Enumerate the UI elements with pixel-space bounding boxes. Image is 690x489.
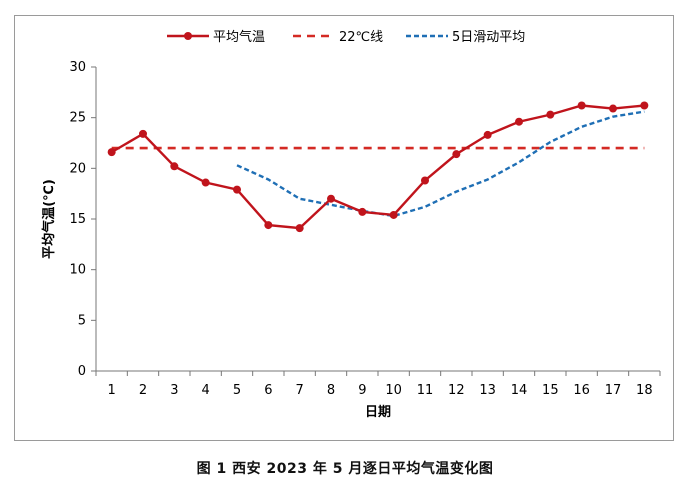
x-tick-label: 6 — [264, 383, 272, 398]
data-point — [264, 221, 273, 230]
y-axis-title: 平均气温(℃) — [41, 179, 57, 259]
legend-item-2: 22℃线 — [293, 30, 383, 45]
x-tick-label: 12 — [448, 383, 465, 398]
y-tick-label: 20 — [69, 161, 86, 176]
x-axis-title: 日期 — [365, 405, 391, 420]
x-tick-label: 11 — [417, 383, 434, 398]
data-point — [358, 207, 367, 216]
x-tick-label: 15 — [542, 383, 559, 398]
data-point — [546, 110, 555, 119]
y-tick-label: 0 — [78, 364, 86, 379]
x-tick-label: 8 — [327, 383, 335, 398]
data-point — [170, 162, 179, 171]
x-tick-label: 9 — [358, 383, 366, 398]
x-tick-label: 7 — [296, 383, 304, 398]
x-tick-label: 13 — [479, 383, 496, 398]
data-point — [452, 150, 461, 159]
data-point — [515, 117, 523, 126]
data-point — [483, 130, 492, 139]
data-point — [389, 210, 398, 219]
data-point — [107, 148, 116, 157]
data-point — [421, 176, 429, 185]
data-point — [233, 185, 241, 194]
legend-label: 5日滑动平均 — [452, 30, 525, 45]
y-tick-label: 30 — [69, 60, 86, 75]
legend-item-1: 平均气温 — [167, 29, 265, 45]
data-point — [640, 101, 649, 110]
y-tick-label: 25 — [69, 111, 86, 126]
x-tick-label: 10 — [385, 383, 402, 398]
y-tick-label: 15 — [69, 212, 86, 227]
legend: 平均气温 22℃线 5日滑动平均 — [167, 29, 525, 45]
legend-label: 22℃线 — [339, 30, 383, 45]
legend-label: 平均气温 — [213, 29, 265, 45]
x-tick-label: 14 — [511, 383, 528, 398]
chart-frame: 平均气温 22℃线 5日滑动平均 0 5 10 15 20 25 30 1 2 3 4 5 6 7 8 9 10 11… — [14, 15, 674, 441]
data-point — [609, 104, 617, 113]
data-point — [327, 194, 335, 203]
x-tick-label: 4 — [202, 383, 210, 398]
series-line-3 — [236, 110, 645, 218]
x-tick-label: 1 — [108, 383, 116, 398]
y-tick-label: 10 — [69, 263, 86, 278]
data-point — [295, 224, 304, 233]
data-point — [577, 101, 586, 110]
legend-item-3: 5日滑动平均 — [406, 30, 525, 45]
x-tick-label: 5 — [233, 383, 241, 398]
x-tick-label: 16 — [573, 383, 590, 398]
x-tick-label: 18 — [636, 383, 653, 398]
legend-marker — [184, 32, 192, 40]
figure-caption: 图 1 西安 2023 年 5 月逐日平均气温变化图 — [196, 461, 494, 477]
data-point — [139, 129, 147, 138]
data-point — [201, 178, 210, 187]
y-tick-label: 5 — [78, 313, 86, 328]
x-tick-label: 3 — [170, 383, 178, 398]
x-tick-label: 17 — [605, 383, 622, 398]
series-line-1 — [111, 104, 645, 230]
x-tick-label: 2 — [139, 383, 147, 398]
